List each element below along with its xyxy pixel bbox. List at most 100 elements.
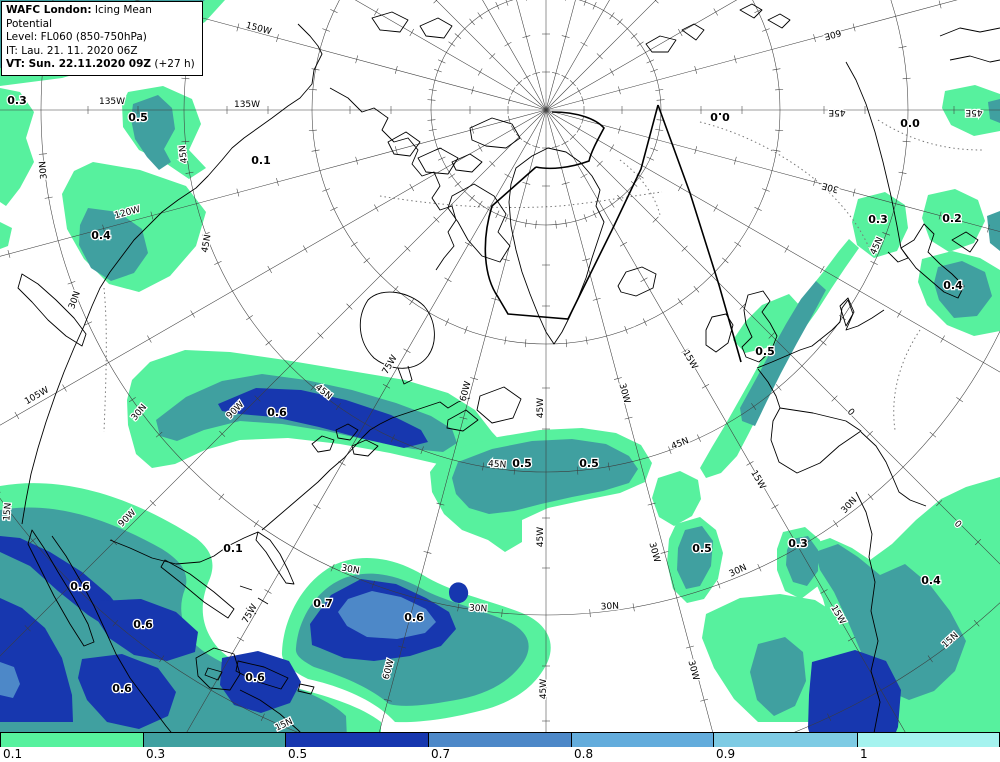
contour-value-label: 0.6 [267, 406, 287, 419]
title-line-1: WAFC London: Icing Mean Potential [6, 4, 198, 31]
title-line-valid-time: VT: Sun. 22.11.2020 09Z (+27 h) [6, 58, 198, 72]
parallel-label: 45N [488, 459, 507, 470]
coastline [469, 117, 521, 149]
icing-region-teal [131, 95, 175, 170]
colorbar-segment [1, 733, 144, 747]
contour-value-label: 0.7 [313, 597, 333, 610]
icing-region-teal [987, 211, 1000, 251]
chart-source: WAFC London: [6, 4, 92, 16]
coastline [767, 13, 791, 29]
coastline [705, 313, 734, 353]
coastline [195, 647, 241, 691]
colorbar-tick-label: 0.9 [716, 747, 736, 761]
coastline [417, 147, 459, 175]
coastline [681, 23, 705, 41]
zero-contour-dotted [103, 287, 107, 433]
zero-contour-dotted [619, 159, 661, 216]
icing-region-green [922, 189, 985, 252]
contour-value-label: 0.4 [921, 574, 941, 587]
meridian-label: 45W [536, 398, 546, 418]
coastline [446, 409, 479, 432]
icing-region-green [942, 85, 1000, 136]
colorbar-tick-label: 0.5 [288, 747, 308, 761]
icing-region-navy [0, 598, 73, 722]
icing-region-teal [452, 439, 638, 514]
contour-value-label: 0.6 [245, 671, 265, 684]
parallel-label: 30N [601, 602, 620, 613]
coastline [476, 386, 522, 424]
chart-area-boundary [657, 104, 742, 363]
icing-region-green [0, 88, 34, 206]
coastline [757, 368, 781, 409]
parallel-label: 30N [38, 161, 50, 180]
coastline [419, 17, 453, 39]
coastline [255, 531, 295, 585]
icing-region-navy [78, 654, 176, 729]
icing-region-green [733, 294, 801, 353]
colorbar [0, 732, 1000, 748]
icing-region-navy [220, 651, 301, 713]
icing-region-teal [988, 99, 1000, 123]
coastline [839, 297, 855, 327]
contour-value-label: 0.1 [251, 154, 271, 167]
coastline [329, 87, 457, 271]
icing-region-teal [79, 208, 148, 281]
icing-region-medblue [0, 662, 20, 698]
coastline [21, 23, 323, 525]
contour-value-label: 0.4 [91, 229, 111, 242]
icing-region-navy [0, 536, 127, 631]
contour-value-label: 0.5 [512, 457, 532, 470]
coastline [451, 153, 483, 173]
coastline [951, 231, 979, 253]
chart-area-boundary [535, 111, 605, 170]
parallel-label: 45N [178, 145, 190, 164]
icing-region-navy [96, 599, 198, 661]
contour-value-label: 0.5 [128, 111, 148, 124]
title-line-level: Level: FL060 (850-750hPa) [6, 31, 147, 43]
meridian-label: 45W [536, 527, 546, 547]
icing-region-teal [677, 526, 713, 589]
coastline [335, 423, 359, 441]
coastline [939, 27, 1000, 37]
contour-value-label: 0.1 [223, 542, 243, 555]
coastline [359, 291, 435, 369]
coastline [297, 683, 315, 695]
colorbar-segment [286, 733, 429, 747]
contour-value-label: 0.6 [133, 618, 153, 631]
contour-value-label: 0.6 [70, 580, 90, 593]
parallel-label: 15N [2, 502, 14, 521]
coastline [447, 183, 511, 263]
icing-region-teal [750, 637, 806, 716]
contour-value-label: 0.5 [579, 457, 599, 470]
colorbar-tick-label: 0.7 [431, 747, 451, 761]
colorbar-segment [572, 733, 714, 747]
contour-value-label: 0.3 [7, 94, 27, 107]
contour-value-label: 0.5 [755, 345, 775, 358]
icing-region-teal [934, 261, 992, 318]
icing-region-navy [449, 582, 469, 603]
colorbar-segment [429, 733, 572, 747]
coastline [27, 529, 95, 647]
valid-time: VT: Sun. 22.11.2020 09Z [6, 58, 152, 70]
zero-contour-dotted [379, 191, 663, 209]
contour-value-label: 0.6 [404, 611, 424, 624]
contour-value-label: 0.0 [710, 110, 730, 123]
parallel-label: 30N [469, 604, 488, 615]
icing-region-teal [815, 544, 966, 700]
coastline [387, 131, 421, 157]
coastline [855, 491, 882, 762]
contour-value-label: 0.3 [868, 213, 888, 226]
forecast-step: (+27 h) [151, 58, 195, 70]
icing-region-teal [786, 536, 818, 586]
coastline [845, 61, 909, 263]
contour-value-label: 0.0 [900, 117, 920, 130]
colorbar-labels: 0.1 0.3 0.5 0.7 0.8 0.9 1 [0, 747, 1000, 762]
coastline [17, 273, 87, 347]
coastline [397, 365, 413, 385]
icing-region-medblue [338, 591, 436, 639]
contour-value-label: 0.2 [942, 212, 962, 225]
parallel-label: 45N [201, 234, 214, 254]
title-box: WAFC London: Icing Mean Potential Level:… [1, 1, 203, 76]
coastline [160, 559, 235, 619]
meridian-label: 45E [828, 107, 845, 117]
